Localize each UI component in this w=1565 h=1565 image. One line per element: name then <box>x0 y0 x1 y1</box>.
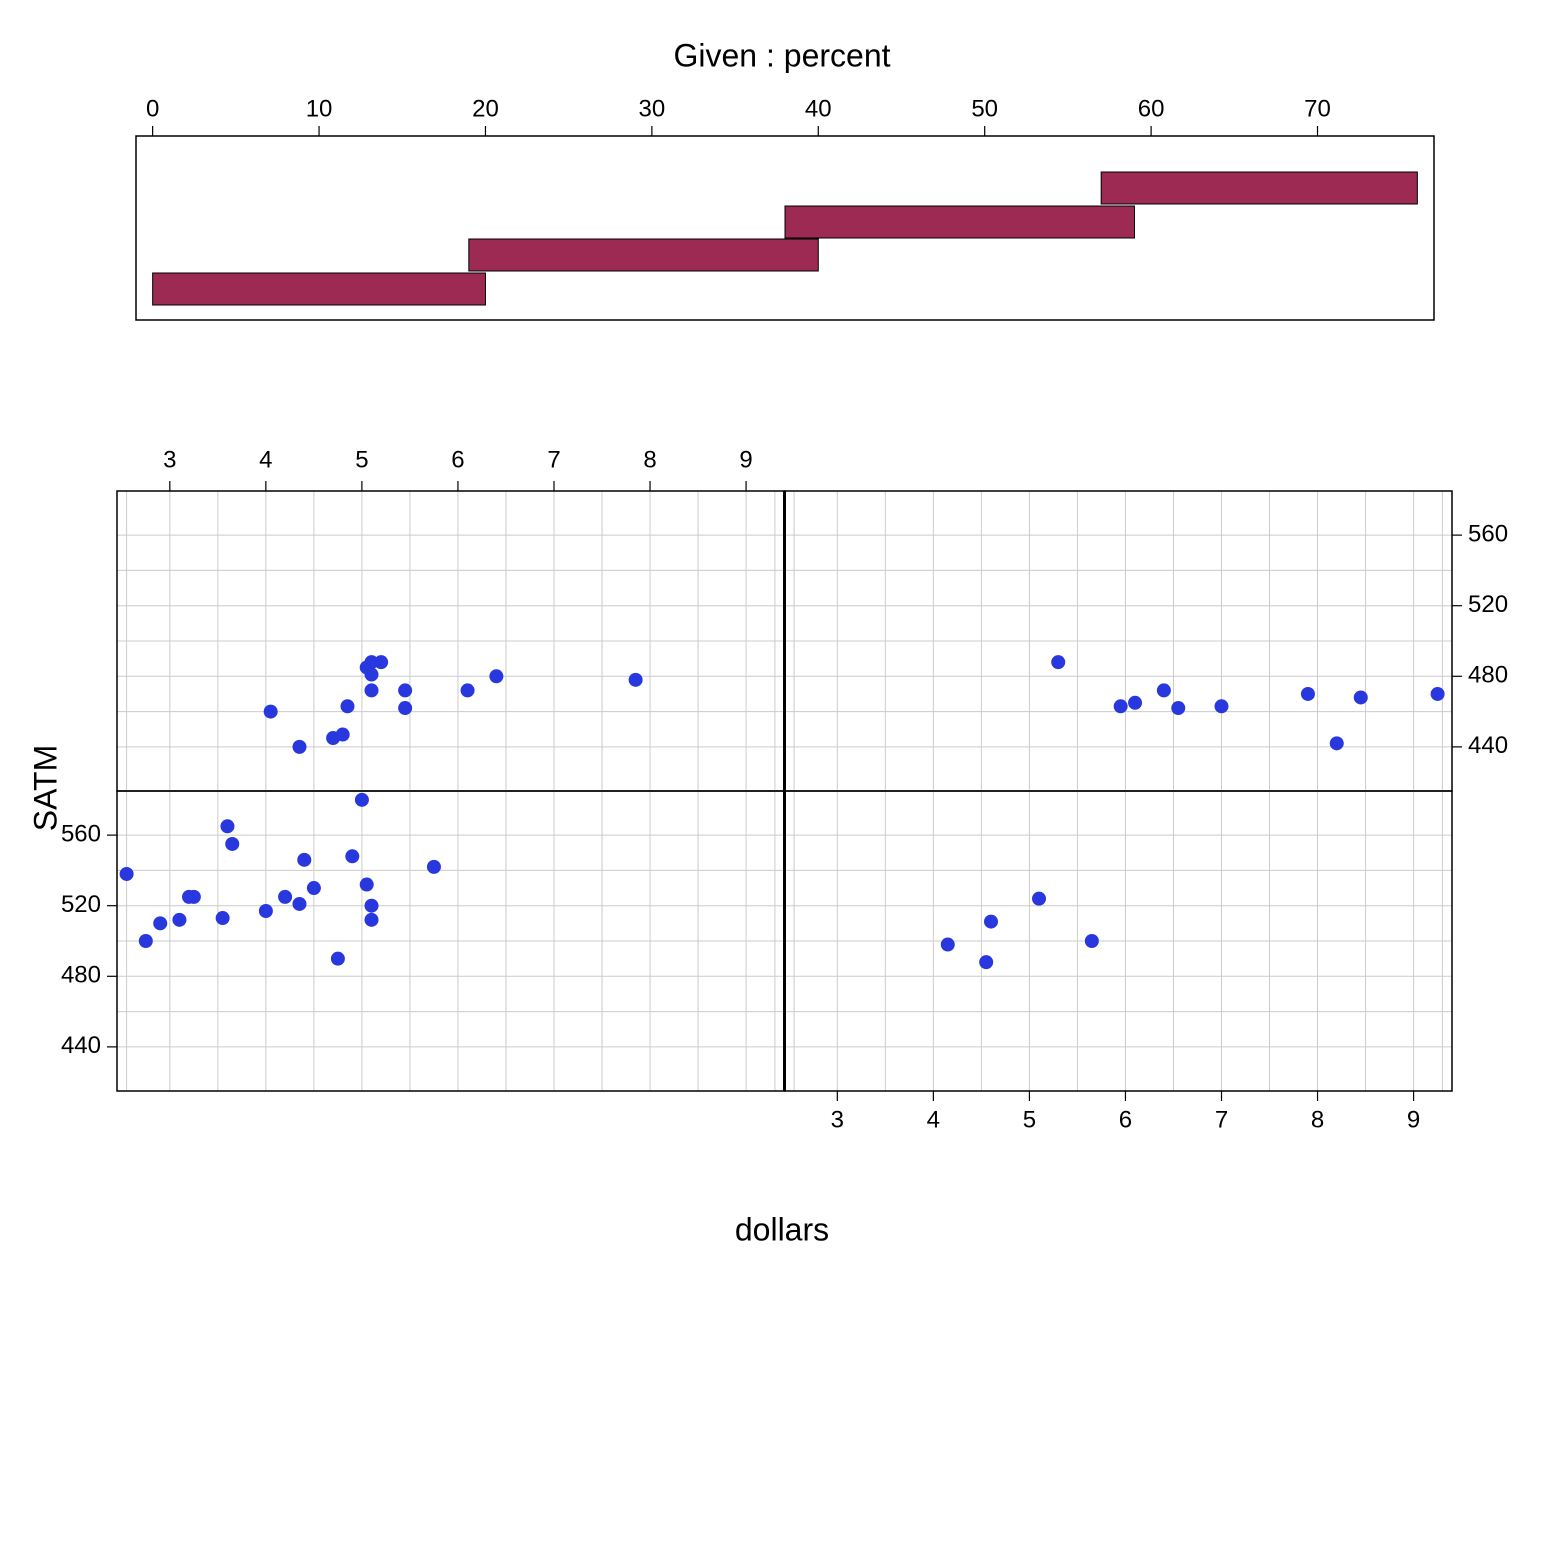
x-axis-label: dollars <box>735 1211 829 1247</box>
data-point <box>278 890 292 904</box>
data-point <box>941 938 955 952</box>
data-point <box>360 878 374 892</box>
data-point <box>629 673 643 687</box>
x-tick-label: 5 <box>355 446 368 473</box>
x-tick-label: 3 <box>163 446 176 473</box>
data-point <box>365 683 379 697</box>
data-point <box>1114 699 1128 713</box>
strip-tick-label: 0 <box>146 95 159 122</box>
panel-top-right <box>785 491 1463 791</box>
y-tick-label: 520 <box>1468 591 1508 618</box>
strip-tick-label: 20 <box>472 95 499 122</box>
data-point <box>984 915 998 929</box>
data-point <box>365 668 379 682</box>
x-tick-label: 5 <box>1023 1106 1036 1133</box>
x-tick-label: 7 <box>1215 1106 1228 1133</box>
data-point <box>1330 736 1344 750</box>
data-point <box>1157 683 1171 697</box>
data-point <box>365 899 379 913</box>
data-point <box>1051 655 1065 669</box>
data-point <box>398 701 412 715</box>
data-point <box>331 952 345 966</box>
data-point <box>297 853 311 867</box>
strip-tick-label: 30 <box>639 95 666 122</box>
y-tick-label: 520 <box>61 891 101 918</box>
data-point <box>120 867 134 881</box>
data-point <box>153 916 167 930</box>
coplot-figure: Given : percent dollars SATM 0 10 20 30 40 50 60 7… <box>0 0 1565 1565</box>
data-point <box>1085 934 1099 948</box>
data-point <box>259 904 273 918</box>
y-tick-label: 560 <box>61 820 101 847</box>
data-point <box>292 897 306 911</box>
x-tick-label: 8 <box>643 446 656 473</box>
shingle-bar-3 <box>1101 172 1417 204</box>
data-point <box>1032 892 1046 906</box>
data-point <box>427 860 441 874</box>
x-tick-label: 6 <box>1119 1106 1132 1133</box>
data-point <box>292 740 306 754</box>
panel-top-left <box>117 481 785 791</box>
panel-bottom-left <box>107 791 785 1091</box>
y-tick-label: 440 <box>61 1032 101 1059</box>
data-point <box>374 655 388 669</box>
x-tick-label: 9 <box>739 446 752 473</box>
data-point <box>1301 687 1315 701</box>
x-tick-label: 9 <box>1407 1106 1420 1133</box>
y-tick-label: 560 <box>1468 520 1508 547</box>
data-point <box>365 913 379 927</box>
y-tick-label: 480 <box>61 962 101 989</box>
shingle-bar-1 <box>469 239 818 271</box>
y-tick-label: 440 <box>1468 732 1508 759</box>
strip-tick-label: 40 <box>805 95 832 122</box>
shingle-bar-2 <box>785 206 1134 238</box>
y-tick-label: 480 <box>1468 662 1508 689</box>
coplot-svg: Given : percent dollars SATM 0 10 20 30 40 50 60 7… <box>0 0 1565 1565</box>
data-point <box>216 911 230 925</box>
data-point <box>225 837 239 851</box>
x-tick-label: 4 <box>927 1106 940 1133</box>
data-point <box>355 793 369 807</box>
y-axis-label: SATM <box>27 745 63 832</box>
strip-tick-label: 70 <box>1304 95 1331 122</box>
x-tick-label: 6 <box>451 446 464 473</box>
data-point <box>461 683 475 697</box>
x-tick-label: 3 <box>831 1106 844 1133</box>
data-point <box>979 955 993 969</box>
data-point <box>345 849 359 863</box>
data-point <box>341 699 355 713</box>
title: Given : percent <box>674 37 891 73</box>
data-point <box>489 669 503 683</box>
data-point <box>220 819 234 833</box>
data-point <box>1431 687 1445 701</box>
data-point <box>172 913 186 927</box>
x-tick-label: 8 <box>1311 1106 1324 1133</box>
data-point <box>398 683 412 697</box>
data-point <box>139 934 153 948</box>
data-point <box>336 728 350 742</box>
data-point <box>1214 699 1228 713</box>
data-point <box>307 881 321 895</box>
shingle-bar-0 <box>153 273 486 305</box>
x-tick-label: 4 <box>259 446 272 473</box>
strip-tick-label: 10 <box>306 95 333 122</box>
data-point <box>187 890 201 904</box>
strip-tick-label: 60 <box>1138 95 1165 122</box>
panel-bottom-right <box>785 791 1453 1101</box>
data-point <box>264 705 278 719</box>
x-tick-label: 7 <box>547 446 560 473</box>
data-point <box>1128 696 1142 710</box>
data-point <box>1354 690 1368 704</box>
data-point <box>1171 701 1185 715</box>
conditioning-strip <box>136 126 1434 320</box>
strip-tick-label: 50 <box>971 95 998 122</box>
